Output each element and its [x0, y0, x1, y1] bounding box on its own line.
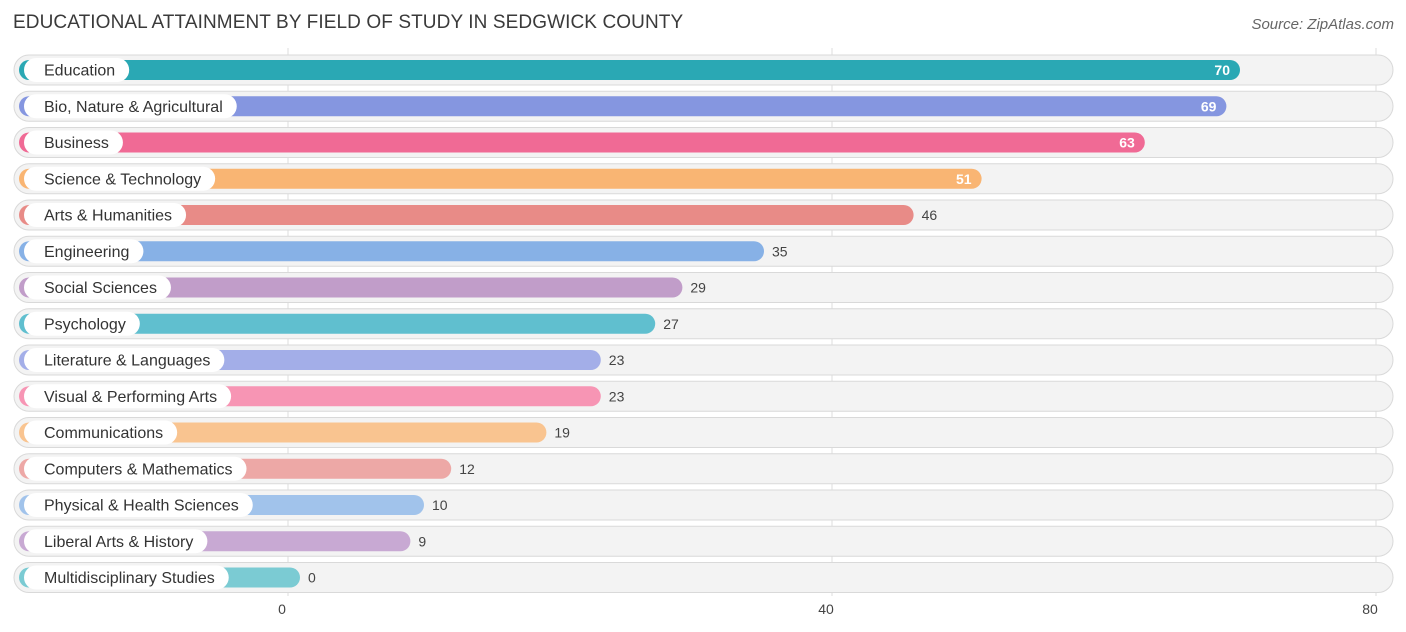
category-label: Computers & Mathematics [44, 461, 233, 478]
category-label: Education [44, 63, 115, 80]
value-label: 29 [690, 280, 706, 296]
category-label: Multidisciplinary Studies [44, 570, 215, 587]
category-label: Physical & Health Sciences [44, 498, 239, 515]
value-label: 69 [1201, 98, 1217, 114]
category-label: Psychology [44, 316, 126, 333]
category-label-pill [24, 275, 171, 300]
category-label: Business [44, 135, 109, 152]
category-label-pill [24, 203, 187, 227]
category-label-pill [24, 311, 140, 336]
value-label: 12 [459, 461, 475, 477]
category-label-pill [24, 166, 216, 191]
value-label: 63 [1119, 135, 1135, 151]
value-label: 23 [609, 388, 625, 404]
category-label: Arts & Humanities [44, 208, 172, 225]
category-label: Liberal Arts & History [44, 534, 193, 551]
category-label: Social Sciences [44, 280, 157, 297]
value-label: 70 [1214, 62, 1230, 78]
category-label-pill [24, 94, 237, 119]
bar-social-sciences [19, 277, 683, 298]
bar-arts-humanities [19, 205, 914, 225]
value-label: 9 [418, 533, 426, 549]
category-label-pill [24, 348, 225, 372]
category-label-pill [24, 565, 229, 590]
value-label: 51 [956, 171, 972, 187]
value-label: 10 [432, 497, 448, 513]
value-label: 19 [554, 425, 570, 441]
x-tick-label: 80 [1362, 601, 1378, 617]
category-label-pill [24, 529, 208, 554]
bar-business [19, 132, 1145, 153]
category-label: Communications [44, 425, 163, 442]
source-label: Source: ZipAtlas.com [1251, 16, 1394, 33]
x-tick-label: 40 [818, 601, 834, 617]
bar-psychology [19, 313, 656, 334]
chart-title: EDUCATIONAL ATTAINMENT BY FIELD OF STUDY… [13, 12, 684, 33]
category-label-pill [24, 493, 253, 517]
value-label: 46 [922, 207, 938, 223]
category-label: Science & Technology [44, 171, 201, 188]
category-label: Visual & Performing Arts [44, 389, 217, 406]
category-label-pill [24, 420, 178, 445]
value-label: 35 [772, 243, 788, 259]
bar-track [13, 562, 1394, 593]
bar-science-technology [19, 168, 982, 189]
category-label-pill [24, 456, 247, 481]
value-label: 27 [663, 316, 679, 332]
category-label-pill [24, 130, 123, 155]
category-label-pill [24, 58, 130, 82]
bar-education [19, 60, 1240, 80]
category-label: Bio, Nature & Agricultural [44, 99, 223, 116]
value-label: 23 [609, 352, 625, 368]
category-label-pill [24, 239, 144, 264]
bar-engineering [19, 241, 764, 262]
category-label-pill [24, 384, 232, 409]
value-label: 0 [308, 570, 316, 586]
bar-bio-nature-agricultural [19, 96, 1227, 117]
x-tick-label: 0 [278, 601, 286, 617]
category-label: Engineering [44, 244, 129, 261]
category-label: Literature & Languages [44, 353, 210, 370]
